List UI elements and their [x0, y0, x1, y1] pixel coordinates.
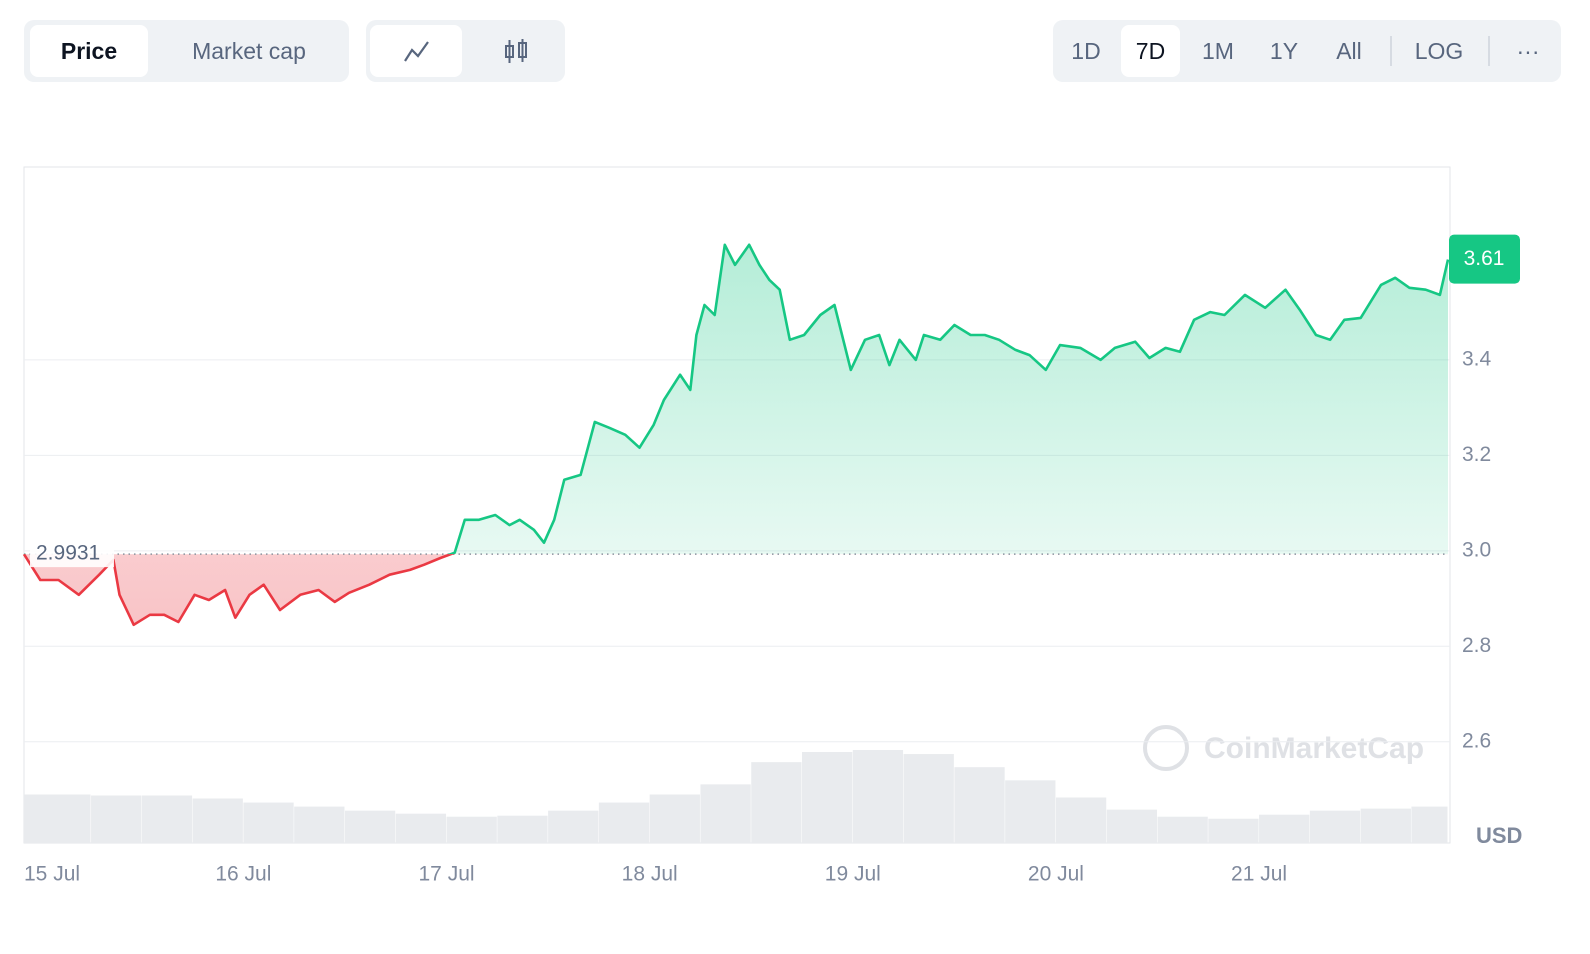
range-button[interactable]: 7D: [1121, 25, 1180, 77]
x-tick-label: 19 Jul: [825, 863, 881, 886]
chart-style-group: [366, 20, 565, 82]
tab[interactable]: Market cap: [192, 38, 306, 64]
volume-bar: [497, 815, 548, 843]
volume-bar: [751, 762, 802, 843]
separator: [1390, 36, 1392, 66]
x-tick-label: 15 Jul: [24, 863, 80, 886]
tab-group: Price Market cap: [24, 20, 349, 82]
watermark: CoinMarketCap: [1204, 732, 1424, 765]
volume-bar: [598, 802, 650, 843]
price-tag: [1449, 234, 1520, 284]
volume-bar: [1259, 814, 1310, 843]
y-tick-label: 3.4: [1462, 347, 1492, 370]
volume-bar: [954, 767, 1005, 843]
volume-bar: [1106, 809, 1158, 843]
unit-label: USD: [1476, 823, 1522, 848]
price-line-up: [24, 243, 1450, 555]
volume-bar: [243, 802, 294, 843]
volume-bar: [446, 816, 497, 843]
volume-bar: [802, 752, 853, 843]
volume-bar: [903, 754, 954, 843]
candle-button[interactable]: [470, 25, 562, 77]
x-tick-label: 21 Jul: [1231, 863, 1287, 886]
candle-icon: [505, 39, 527, 63]
chart: CoinMarketCap USD 2.6 2.8 3.0 3.2 3.4 15 Jul 1…: [22, 166, 1522, 886]
volume-bar: [1005, 780, 1056, 843]
volume-bar: [649, 794, 700, 843]
line-icon: [404, 41, 429, 62]
x-tick-label: 17 Jul: [419, 863, 475, 886]
area-down: [24, 554, 1448, 625]
watermark-logo: [1143, 725, 1189, 771]
range-group: 1D 7D 1M 1Y All LOG ···: [1053, 20, 1561, 82]
tab[interactable]: Price: [30, 25, 148, 77]
volume-bar: [344, 810, 396, 843]
y-tick-label: 2.8: [1462, 634, 1491, 657]
volume-bar: [1208, 818, 1259, 843]
volume-bar: [294, 806, 345, 843]
range-button[interactable]: All: [1336, 38, 1362, 64]
x-tick-label: 18 Jul: [622, 863, 678, 886]
log-button[interactable]: LOG: [1414, 38, 1464, 64]
volume-bar: [1157, 816, 1208, 843]
x-tick-label: 16 Jul: [215, 863, 271, 886]
y-tick-label: 3.2: [1462, 443, 1491, 466]
volume-bar: [700, 784, 751, 843]
more-button[interactable]: ···: [1516, 38, 1540, 64]
y-tick-label: 3.0: [1462, 538, 1491, 561]
price-line-down: [22, 554, 455, 627]
volume-bar: [24, 794, 91, 843]
volume-bar: [192, 798, 243, 843]
watermark-group: CoinMarketCap: [1143, 725, 1424, 771]
x-tick-label: 20 Jul: [1028, 863, 1084, 886]
baseline-label: 2.9931: [36, 542, 100, 565]
baseline-label-bg: [30, 539, 114, 568]
price-tag-label: 3.61: [1464, 247, 1505, 270]
line-button[interactable]: [370, 25, 462, 77]
volume-bar: [141, 795, 193, 843]
volume-bar: [91, 795, 142, 843]
separator: [1488, 36, 1490, 66]
range-button[interactable]: 1M: [1202, 38, 1234, 64]
volume-bar: [548, 810, 599, 843]
volume-bar: [1055, 797, 1107, 843]
volume-bar: [1411, 806, 1448, 843]
page: Price Market cap 1D 7D 1M 1Y All LOG ···…: [22, 20, 1561, 886]
volume-bar: [852, 750, 904, 843]
range-button[interactable]: 1D: [1071, 38, 1101, 64]
volume-bar: [395, 813, 447, 843]
volume-bar: [1309, 810, 1361, 843]
volume-bar: [1360, 808, 1411, 843]
range-button[interactable]: 1Y: [1269, 38, 1299, 64]
y-tick-label: 2.6: [1462, 729, 1491, 752]
